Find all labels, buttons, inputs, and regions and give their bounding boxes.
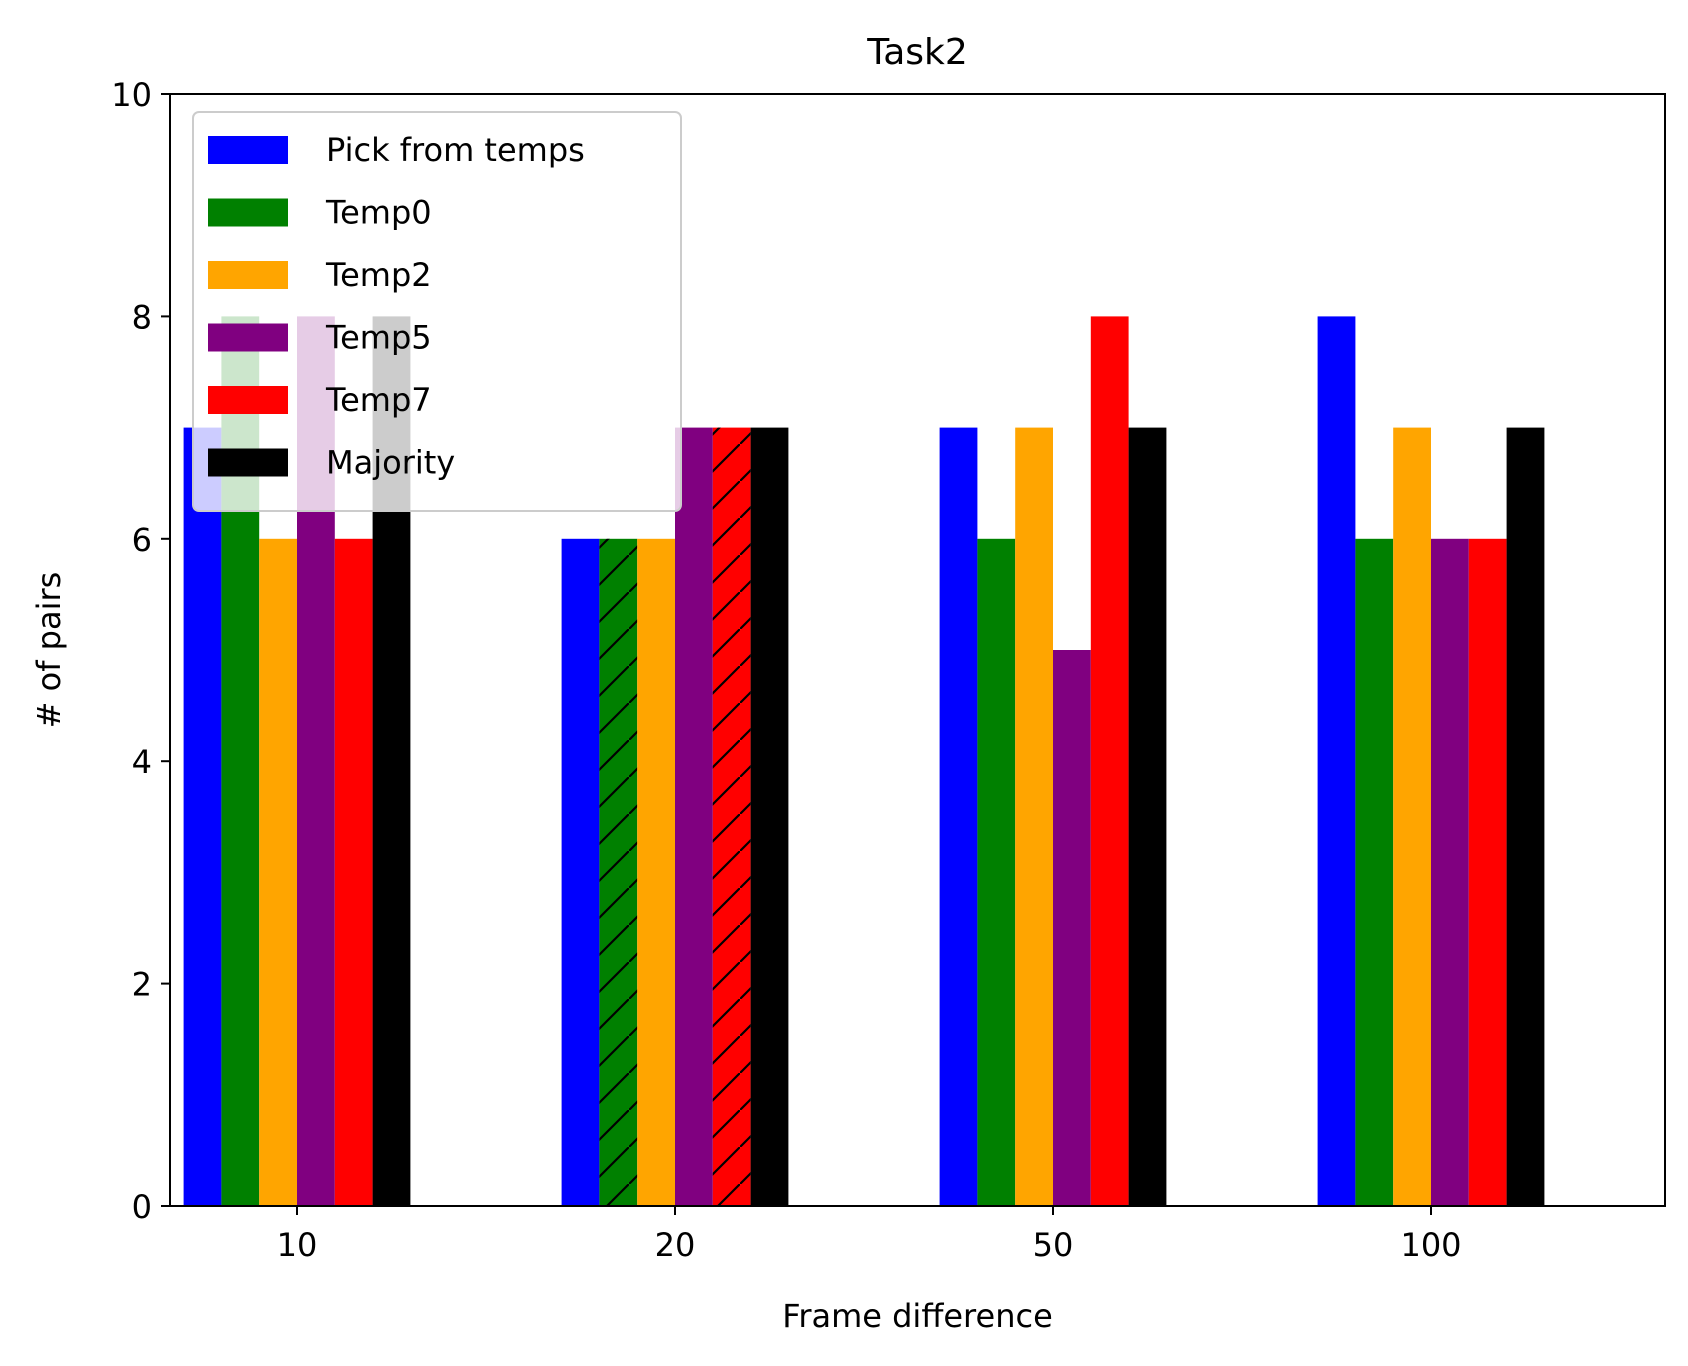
bar-temp0-50 bbox=[977, 538, 1016, 1206]
bar-pick-from-temps-100 bbox=[1317, 316, 1356, 1206]
x-tick-label: 100 bbox=[1400, 1226, 1461, 1264]
bar-temp2-10 bbox=[259, 538, 297, 1206]
legend-label: Temp5 bbox=[325, 319, 432, 357]
legend-swatch-pick-from-temps bbox=[208, 136, 288, 164]
legend-box bbox=[192, 111, 682, 512]
bar-temp5-100 bbox=[1431, 538, 1469, 1206]
legend-swatch-temp2 bbox=[208, 261, 288, 289]
bar-majority-50 bbox=[1128, 427, 1167, 1207]
legend-label: Temp7 bbox=[325, 381, 432, 419]
bar-temp7-100 bbox=[1468, 538, 1507, 1206]
x-tick-label: 20 bbox=[655, 1226, 696, 1264]
x-axis-label: Frame difference bbox=[782, 1297, 1053, 1335]
bar-pick-from-temps-10 bbox=[183, 427, 222, 1207]
y-tick-label: 6 bbox=[132, 521, 152, 559]
bar-temp0-100 bbox=[1355, 538, 1394, 1206]
x-tick-label: 50 bbox=[1033, 1226, 1074, 1264]
y-tick-label: 2 bbox=[132, 966, 152, 1004]
plot-frame bbox=[169, 93, 1666, 1207]
y-tick-label: 0 bbox=[132, 1188, 152, 1226]
bar-pick-from-temps-20 bbox=[561, 538, 600, 1206]
bars-layer bbox=[183, 316, 1545, 1207]
legend-label: Majority bbox=[326, 444, 455, 482]
bar-temp2-50 bbox=[1015, 427, 1053, 1207]
legend-swatch-temp0 bbox=[208, 198, 288, 227]
legend-swatch-majority bbox=[208, 448, 288, 477]
bar-hatch-temp7-20 bbox=[712, 427, 751, 1207]
bar-majority-100 bbox=[1506, 427, 1545, 1207]
axes-layer: 0 2 4 6 8 10 10 20 50 100 bbox=[111, 76, 1461, 1264]
bar-temp7-50 bbox=[1090, 316, 1129, 1206]
bar-majority-20 bbox=[750, 427, 789, 1207]
bar-hatch-temp0-20 bbox=[599, 538, 638, 1206]
bar-temp2-20 bbox=[637, 538, 675, 1206]
y-axis-label: # of pairs bbox=[30, 572, 68, 729]
x-tick-label: 10 bbox=[277, 1226, 318, 1264]
legend-swatch-temp5 bbox=[208, 323, 288, 352]
bar-pick-from-temps-50 bbox=[939, 427, 978, 1207]
bar-temp5-20 bbox=[675, 427, 713, 1207]
y-tick-label: 8 bbox=[132, 298, 152, 336]
bar-temp7-10 bbox=[334, 538, 373, 1206]
y-tick-label: 4 bbox=[132, 743, 152, 781]
legend-swatch-temp7 bbox=[208, 386, 288, 414]
legend-label: Temp0 bbox=[325, 194, 432, 232]
bar-temp5-50 bbox=[1053, 650, 1091, 1206]
legend: Pick from temps Temp0 Temp2 Temp5 Temp7 Major… bbox=[192, 111, 682, 512]
bar-temp2-100 bbox=[1393, 427, 1431, 1207]
y-tick-label: 10 bbox=[111, 76, 152, 114]
legend-label: Pick from temps bbox=[326, 131, 585, 169]
chart-title: Task2 bbox=[866, 32, 968, 73]
legend-label: Temp2 bbox=[325, 256, 432, 294]
